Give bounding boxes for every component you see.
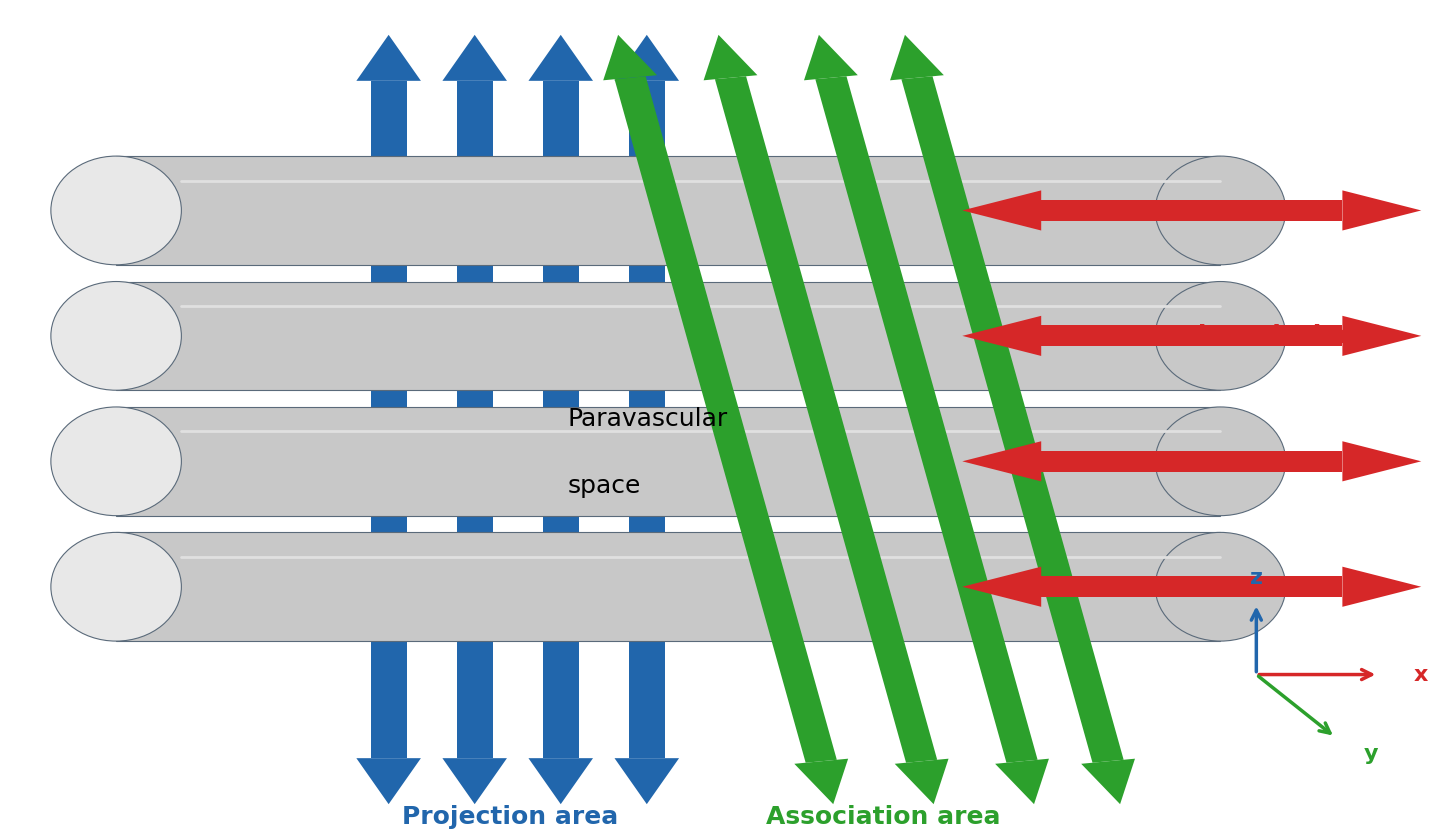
FancyArrow shape	[1042, 200, 1342, 221]
FancyArrow shape	[1342, 566, 1421, 607]
FancyArrow shape	[901, 76, 1124, 763]
Bar	[116, 282, 1220, 390]
FancyArrow shape	[895, 758, 948, 804]
FancyArrow shape	[457, 81, 493, 758]
Bar	[116, 533, 1220, 641]
Text: space: space	[568, 474, 641, 498]
FancyArrow shape	[1081, 758, 1135, 804]
FancyArrow shape	[1042, 451, 1342, 472]
FancyArrow shape	[629, 81, 665, 758]
FancyArrow shape	[795, 758, 848, 804]
FancyArrow shape	[371, 81, 407, 758]
FancyArrow shape	[356, 758, 421, 804]
Text: Paravascular: Paravascular	[568, 408, 729, 431]
FancyArrow shape	[996, 758, 1049, 804]
FancyArrow shape	[890, 35, 944, 81]
FancyArrow shape	[716, 76, 937, 763]
FancyArrow shape	[615, 76, 836, 763]
Ellipse shape	[1155, 156, 1286, 265]
FancyArrow shape	[963, 566, 1042, 607]
FancyArrow shape	[1342, 190, 1421, 231]
FancyArrow shape	[604, 35, 657, 81]
FancyArrow shape	[443, 758, 507, 804]
Bar	[116, 407, 1220, 516]
FancyArrow shape	[1342, 441, 1421, 482]
Ellipse shape	[50, 282, 181, 390]
FancyArrow shape	[963, 441, 1042, 482]
Ellipse shape	[1155, 533, 1286, 641]
FancyArrow shape	[615, 35, 680, 81]
Ellipse shape	[1155, 407, 1286, 516]
Text: y: y	[1364, 744, 1378, 764]
FancyArrow shape	[815, 76, 1038, 763]
FancyArrow shape	[543, 81, 579, 758]
FancyArrow shape	[356, 35, 421, 81]
FancyArrow shape	[805, 35, 858, 81]
FancyArrow shape	[963, 315, 1042, 356]
FancyArrow shape	[529, 758, 593, 804]
FancyArrow shape	[529, 35, 593, 81]
FancyArrow shape	[615, 758, 680, 804]
Text: z: z	[1250, 568, 1263, 588]
Ellipse shape	[50, 533, 181, 641]
Text: Association area: Association area	[766, 805, 1000, 829]
FancyArrow shape	[704, 35, 757, 81]
Bar	[116, 156, 1220, 265]
FancyArrow shape	[1042, 326, 1342, 347]
FancyArrow shape	[443, 35, 507, 81]
FancyArrow shape	[1342, 315, 1421, 356]
Ellipse shape	[50, 156, 181, 265]
FancyArrow shape	[1042, 576, 1342, 597]
Text: x: x	[1414, 664, 1428, 685]
FancyArrow shape	[963, 190, 1042, 231]
Text: Subcortical area: Subcortical area	[1163, 324, 1394, 348]
Ellipse shape	[1155, 282, 1286, 390]
Text: Projection area: Projection area	[402, 805, 619, 829]
Ellipse shape	[50, 407, 181, 516]
